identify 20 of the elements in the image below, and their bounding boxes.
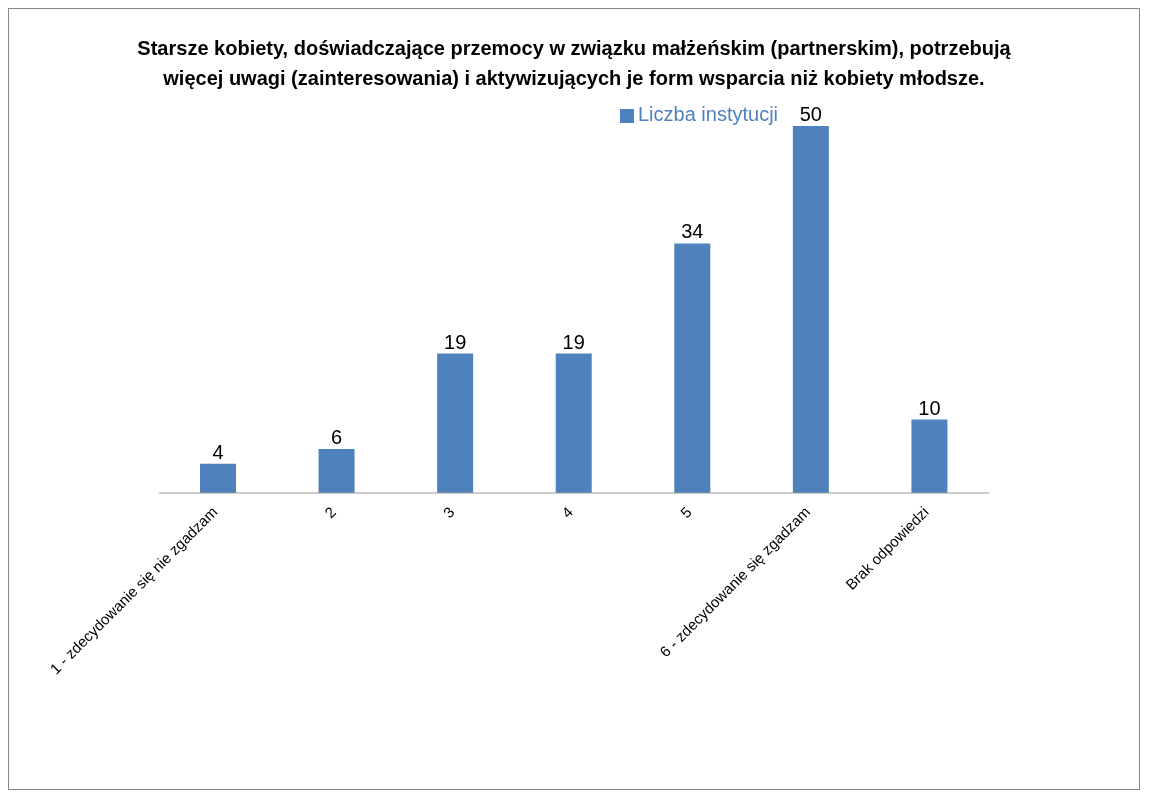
data-label: 50 xyxy=(799,103,822,125)
bar xyxy=(792,126,829,493)
data-label: 19 xyxy=(444,330,467,353)
bar xyxy=(674,243,711,493)
x-tick-label: 2 xyxy=(321,503,339,522)
x-tick-label: 3 xyxy=(439,503,458,522)
chart-title: Starsze kobiety, doświadczające przemocy w związku małżeńskim (partnerskim), potrzebują więcej uwagi (zainteresowania) i aktywizujących je form wsparcia niż kobiety młodsze. xyxy=(136,36,1012,91)
bar xyxy=(911,419,948,493)
bar xyxy=(200,463,236,493)
bar xyxy=(318,448,355,493)
data-label: 4 xyxy=(212,440,224,463)
x-tick-label: 5 xyxy=(676,503,695,522)
data-label: 6 xyxy=(331,425,343,448)
data-label: 10 xyxy=(918,396,941,419)
bar xyxy=(437,353,474,493)
data-label: 19 xyxy=(562,330,585,353)
bar xyxy=(555,353,592,493)
legend-label: Liczba instytucji xyxy=(637,103,779,125)
data-label: 34 xyxy=(681,220,704,243)
x-tick-label: 4 xyxy=(558,503,577,522)
